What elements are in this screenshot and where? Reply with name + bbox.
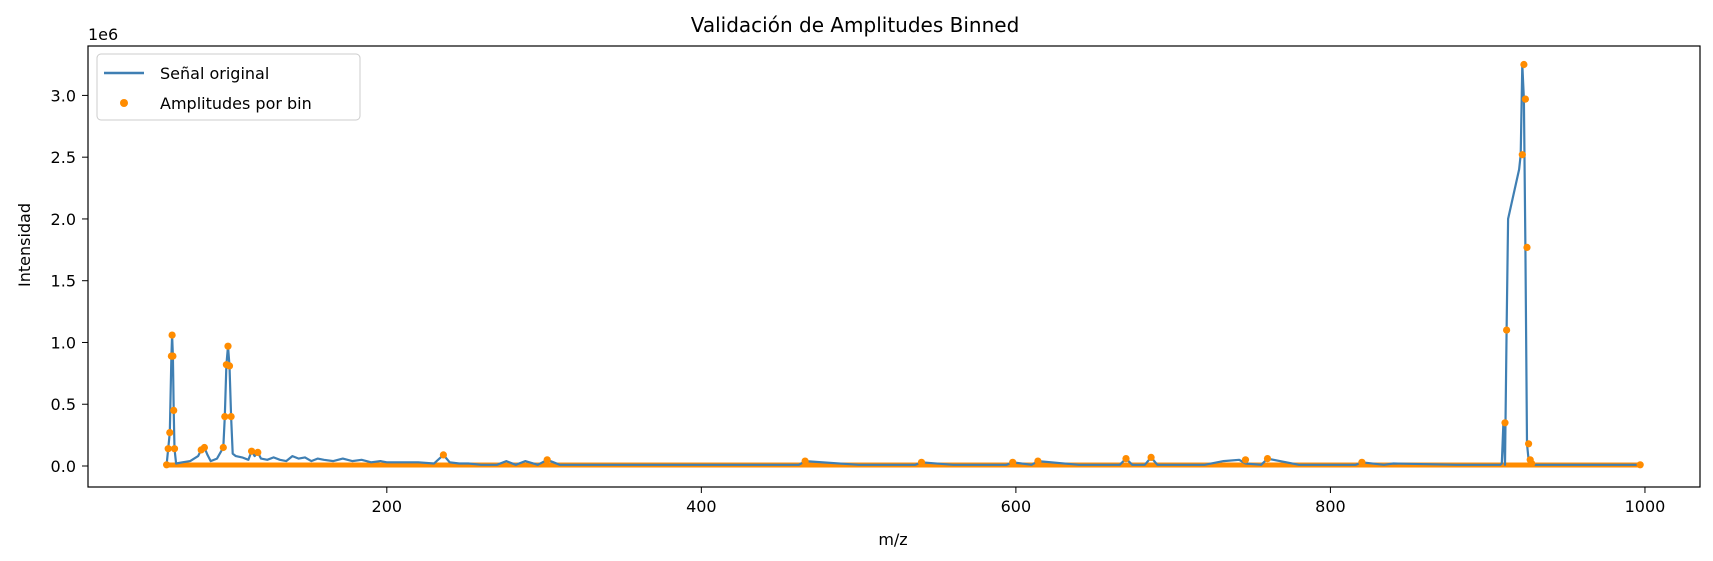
bin-point	[1122, 455, 1130, 463]
x-tick-label: 800	[1315, 497, 1346, 516]
x-axis-label: m/z	[878, 530, 907, 549]
bin-point	[254, 448, 262, 456]
bin-point	[224, 342, 232, 350]
y-tick-label: 3.0	[51, 86, 76, 105]
bin-point	[164, 445, 172, 453]
bin-point	[166, 429, 174, 437]
signal-line	[165, 63, 1641, 466]
y-tick-label: 1.5	[51, 272, 76, 291]
bin-point	[168, 331, 176, 339]
axes	[87, 45, 1701, 488]
legend: Señal original Amplitudes por bin	[96, 53, 361, 121]
x-tick-label: 200	[372, 497, 403, 516]
bin-point	[170, 406, 178, 414]
legend-label-bins: Amplitudes por bin	[160, 94, 312, 113]
bin-point	[1241, 456, 1250, 464]
bin-points-layer	[163, 60, 1644, 469]
ticks: 200 400 600 800 1000 0.0 0.5 1.0 1.5 2.0 2.5 3.0	[51, 86, 1666, 516]
bin-point	[1501, 419, 1509, 427]
y-tick-label: 2.0	[51, 210, 76, 229]
bin-point	[1525, 440, 1533, 448]
bin-point	[917, 458, 926, 466]
chart-title: Validación de Amplitudes Binned	[691, 13, 1020, 37]
x-tick-label: 600	[1001, 497, 1032, 516]
bin-point	[219, 443, 227, 452]
bin-point	[1528, 459, 1536, 468]
y-tick-label: 1.0	[51, 333, 76, 352]
bin-point	[801, 457, 809, 465]
bin-point	[221, 413, 229, 421]
bin-point	[1521, 95, 1529, 103]
bin-point	[169, 352, 177, 360]
legend-point-swatch	[120, 99, 128, 107]
x-tick-label: 1000	[1625, 497, 1666, 516]
y-tick-label: 0.0	[51, 457, 76, 476]
bin-point	[1520, 60, 1528, 69]
bin-point	[1518, 151, 1526, 159]
legend-label-signal: Señal original	[160, 64, 269, 83]
y-axis-label: Intensidad	[15, 203, 34, 287]
bin-point	[439, 451, 447, 459]
legend-box	[96, 53, 361, 121]
bin-point	[1009, 458, 1017, 466]
bin-point	[1358, 458, 1366, 466]
y-offset-label: 1e6	[88, 25, 118, 44]
bin-point	[1636, 461, 1644, 469]
bin-point	[227, 413, 235, 421]
bin-point	[200, 443, 208, 452]
y-tick-label: 2.5	[51, 148, 76, 167]
bin-point	[1523, 243, 1531, 251]
bin-point	[225, 362, 234, 370]
bin-point	[543, 456, 551, 464]
bin-point	[170, 445, 179, 453]
bin-point	[1147, 453, 1155, 461]
axes-frame	[87, 45, 1701, 488]
x-tick-label: 400	[686, 497, 717, 516]
y-tick-label: 0.5	[51, 395, 76, 414]
signal-line-layer	[165, 63, 1641, 466]
bin-point	[1034, 457, 1042, 465]
bin-point	[248, 447, 256, 455]
bin-point	[163, 461, 171, 469]
bin-point	[1503, 326, 1511, 334]
bin-point	[1263, 455, 1272, 463]
